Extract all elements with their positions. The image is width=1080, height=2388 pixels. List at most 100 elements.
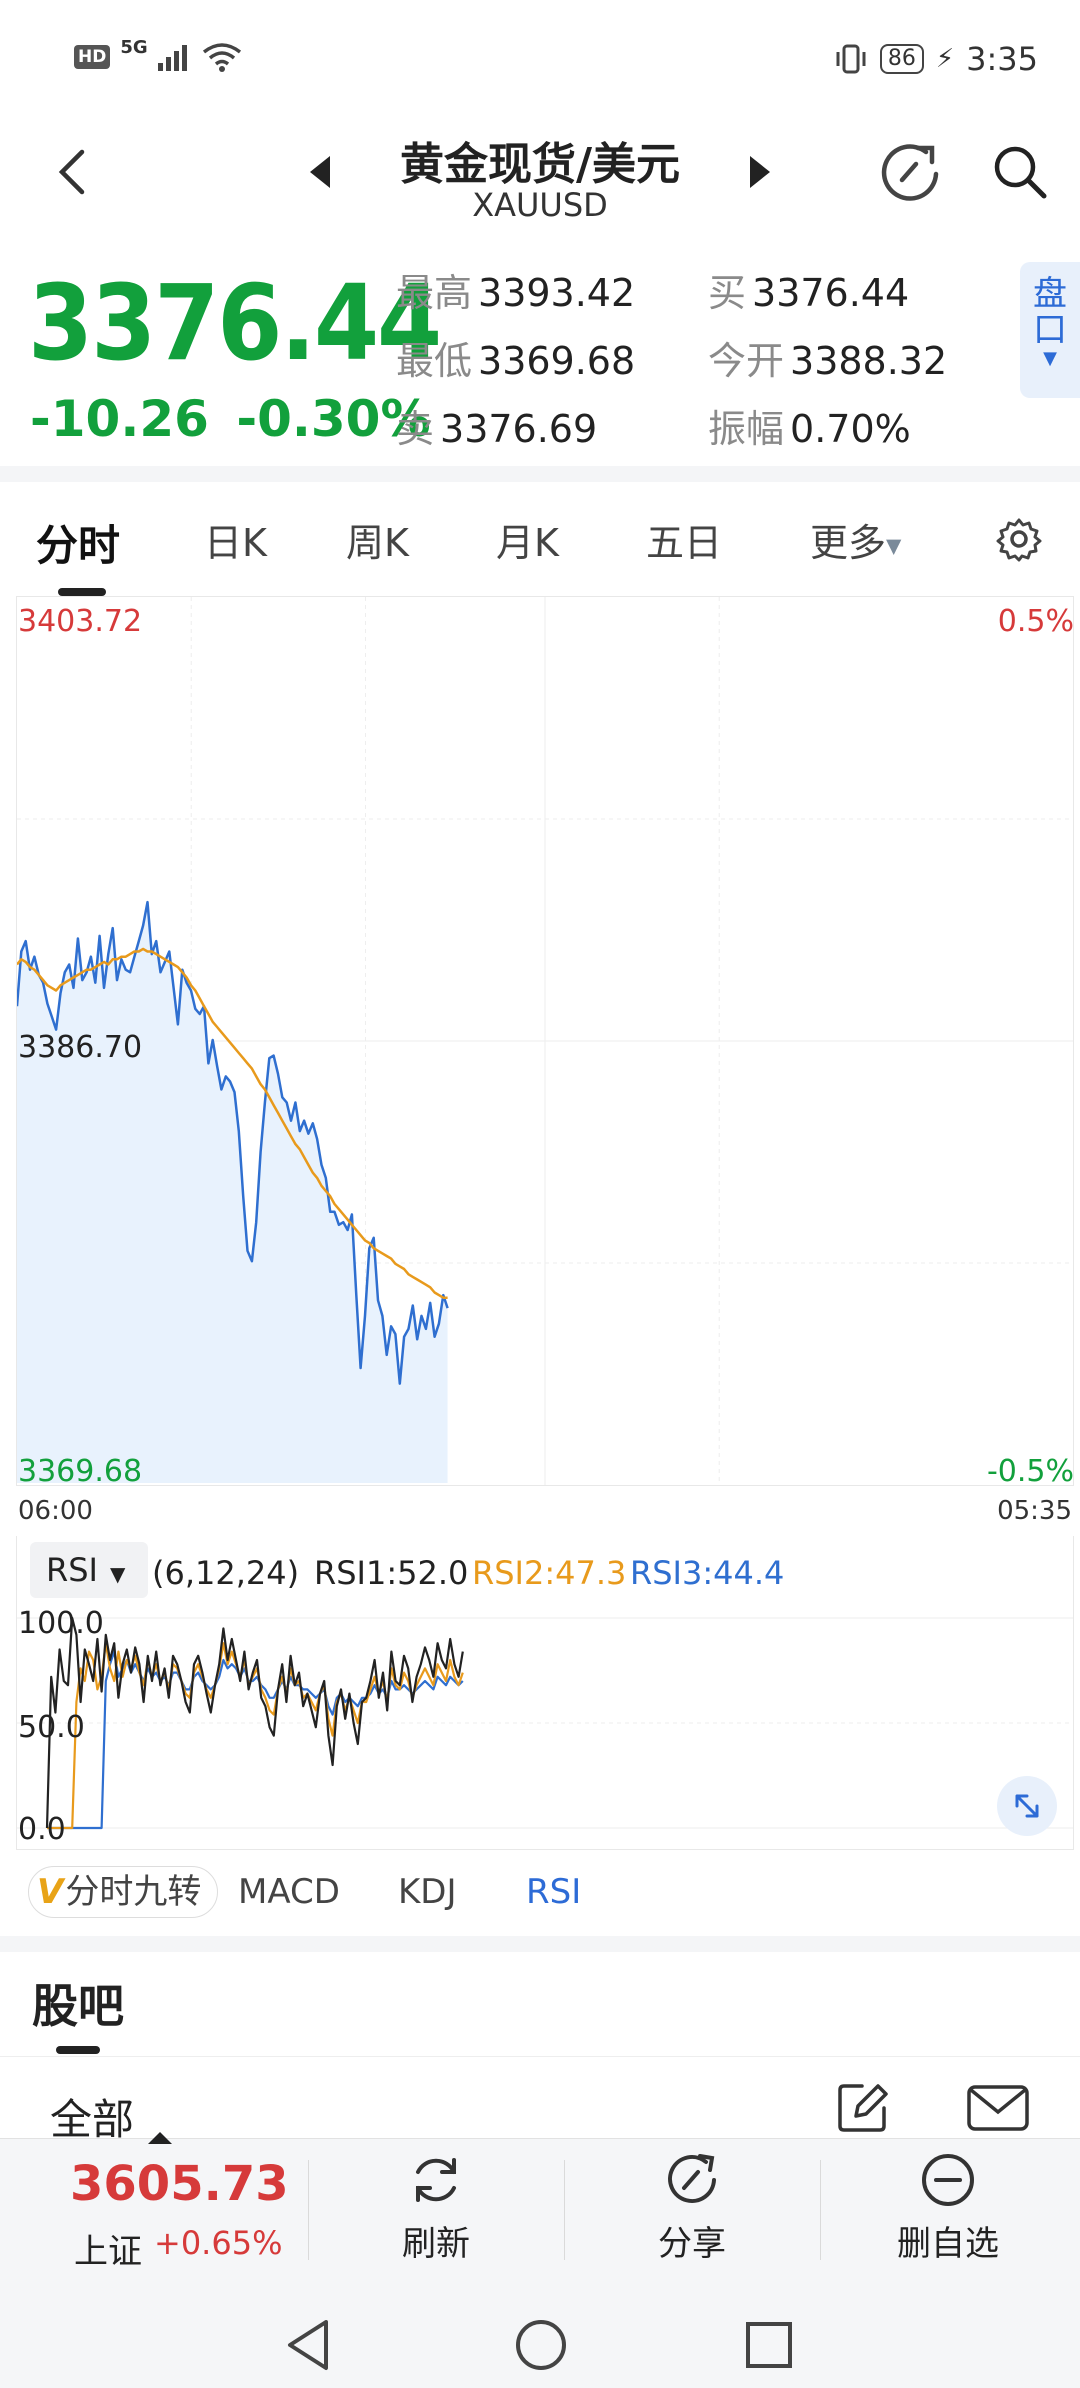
share-label: 分享	[658, 2224, 726, 2264]
back-icon[interactable]	[54, 146, 90, 198]
price-change: -10.26 -0.30%	[30, 390, 431, 448]
index-name: 上证	[74, 2232, 142, 2272]
tab-intraday[interactable]: 分时	[36, 521, 121, 570]
active-tab-indicator	[58, 588, 106, 596]
rsi-y-100: 100.0	[18, 1606, 104, 1641]
pct-max-label: 0.5%	[997, 604, 1074, 639]
divider	[0, 1936, 1080, 1952]
share-icon	[668, 2154, 716, 2203]
period-tabs: 分时 日K 周K 月K 五日 更多▼	[0, 486, 1080, 586]
divider	[820, 2160, 821, 2260]
intraday-chart[interactable]	[16, 596, 1074, 1486]
rsi2-value: RSI2:47.3	[472, 1554, 627, 1592]
share-button[interactable]: 分享	[612, 2150, 772, 2265]
guba-tab-indicator	[56, 2046, 100, 2054]
nav-recents-icon[interactable]	[744, 2320, 794, 2370]
remove-watchlist-button[interactable]: 删自选	[868, 2150, 1028, 2265]
remove-watchlist-label: 删自选	[897, 2224, 999, 2264]
instrument-code: XAUUSD	[472, 186, 608, 224]
price-area	[17, 902, 448, 1483]
tab-daily-k[interactable]: 日K	[204, 521, 267, 565]
stat-open: 今开 3388.32	[708, 339, 948, 383]
tab-monthly-k[interactable]: 月K	[496, 521, 559, 565]
caret-up-icon	[148, 2132, 172, 2144]
stat-amplitude: 振幅 0.70%	[708, 407, 911, 451]
v-badge-icon: V	[37, 1872, 64, 1912]
header: 黄金现货/美元 XAUUSD	[0, 110, 1080, 240]
caret-down-icon: ▼	[886, 533, 902, 558]
wifi-icon	[202, 43, 241, 72]
minus-circle-icon	[922, 2154, 974, 2206]
change-value: -10.26	[30, 390, 209, 448]
indicator-tab-kdj[interactable]: KDJ	[398, 1872, 457, 1912]
prev-arrow-icon[interactable]	[308, 154, 334, 190]
page-title: 黄金现货/美元	[399, 139, 681, 190]
y-min-label: 3369.68	[18, 1454, 143, 1489]
clock: 3:35	[966, 40, 1038, 78]
indicator-select[interactable]: RSI ▼	[30, 1542, 148, 1598]
refresh-label: 刷新	[402, 2224, 470, 2264]
rsi1-line	[45, 1616, 464, 1829]
settings-gear-icon[interactable]	[996, 516, 1042, 562]
rsi1-value: RSI1:52.0	[314, 1554, 469, 1592]
nav-back-icon[interactable]	[284, 2318, 334, 2372]
network-label: 5G	[120, 36, 148, 58]
compose-icon[interactable]	[836, 2080, 890, 2134]
x-end-label: 05:35	[997, 1496, 1072, 1526]
vibrate-icon	[836, 44, 866, 74]
indicator-tab-macd[interactable]: MACD	[238, 1872, 340, 1912]
share-icon[interactable]	[880, 142, 942, 204]
rsi-y-50: 50.0	[18, 1710, 85, 1745]
battery-indicator: 86	[879, 44, 924, 74]
caret-down-icon: ▼	[1043, 348, 1057, 369]
rsi-params: (6,12,24)	[152, 1554, 300, 1592]
divider	[308, 2160, 309, 2260]
current-price: 3376.44	[28, 262, 442, 384]
tab-weekly-k[interactable]: 周K	[346, 521, 409, 565]
rsi-y-0: 0.0	[18, 1812, 66, 1847]
pankou-label: 盘口	[1033, 274, 1067, 350]
refresh-icon	[416, 2158, 456, 2202]
expand-icon	[1015, 1794, 1039, 1818]
stat-high: 最高 3393.42	[396, 271, 636, 315]
index-value[interactable]: 3605.73	[70, 2156, 289, 2212]
divider	[564, 2160, 565, 2260]
rsi-chart-svg	[17, 1616, 1073, 1830]
nav-home-icon[interactable]	[514, 2318, 568, 2372]
divider	[0, 466, 1080, 482]
price-chart-svg	[17, 597, 1073, 1485]
filter-all[interactable]: 全部	[50, 2095, 135, 2144]
next-arrow-icon[interactable]	[746, 154, 772, 190]
stat-bid: 买 3376.44	[708, 271, 910, 315]
mail-icon[interactable]	[966, 2084, 1030, 2132]
hd-icon: HD	[74, 45, 111, 69]
refresh-button[interactable]: 刷新	[356, 2150, 516, 2265]
pankou-button[interactable]: 盘口 ▼	[1020, 262, 1080, 398]
nine-turn-button[interactable]: V分时九转	[28, 1866, 219, 1918]
caret-down-icon: ▼	[109, 1562, 126, 1586]
tab-more[interactable]: 更多▼	[810, 521, 902, 565]
x-start-label: 06:00	[18, 1496, 93, 1526]
change-percent: -0.30%	[236, 390, 431, 448]
signal-icon	[157, 45, 187, 71]
charging-icon: ⚡	[935, 44, 955, 74]
average-line	[17, 947, 448, 1299]
y-mid-label: 3386.70	[18, 1030, 143, 1065]
divider	[0, 2056, 1080, 2057]
guba-title[interactable]: 股吧	[32, 1979, 124, 2033]
bottom-toolbar	[0, 2138, 1080, 2299]
rsi-panel	[16, 1536, 1074, 1850]
tab-five-day[interactable]: 五日	[646, 521, 723, 565]
indicator-tab-rsi[interactable]: RSI	[526, 1872, 582, 1912]
rsi3-value: RSI3:44.4	[630, 1554, 785, 1592]
index-change: +0.65%	[154, 2224, 283, 2262]
expand-chart-button[interactable]	[997, 1776, 1057, 1836]
price-line	[17, 900, 449, 1385]
stat-ask: 卖 3376.69	[396, 407, 598, 451]
system-navbar	[0, 2298, 1080, 2388]
status-bar: HD 5G 86 ⚡ 3:35	[0, 0, 1080, 110]
pct-min-label: -0.5%	[986, 1454, 1074, 1489]
search-icon[interactable]	[992, 144, 1048, 200]
stat-low: 最低 3369.68	[396, 339, 636, 383]
y-max-label: 3403.72	[18, 604, 143, 639]
